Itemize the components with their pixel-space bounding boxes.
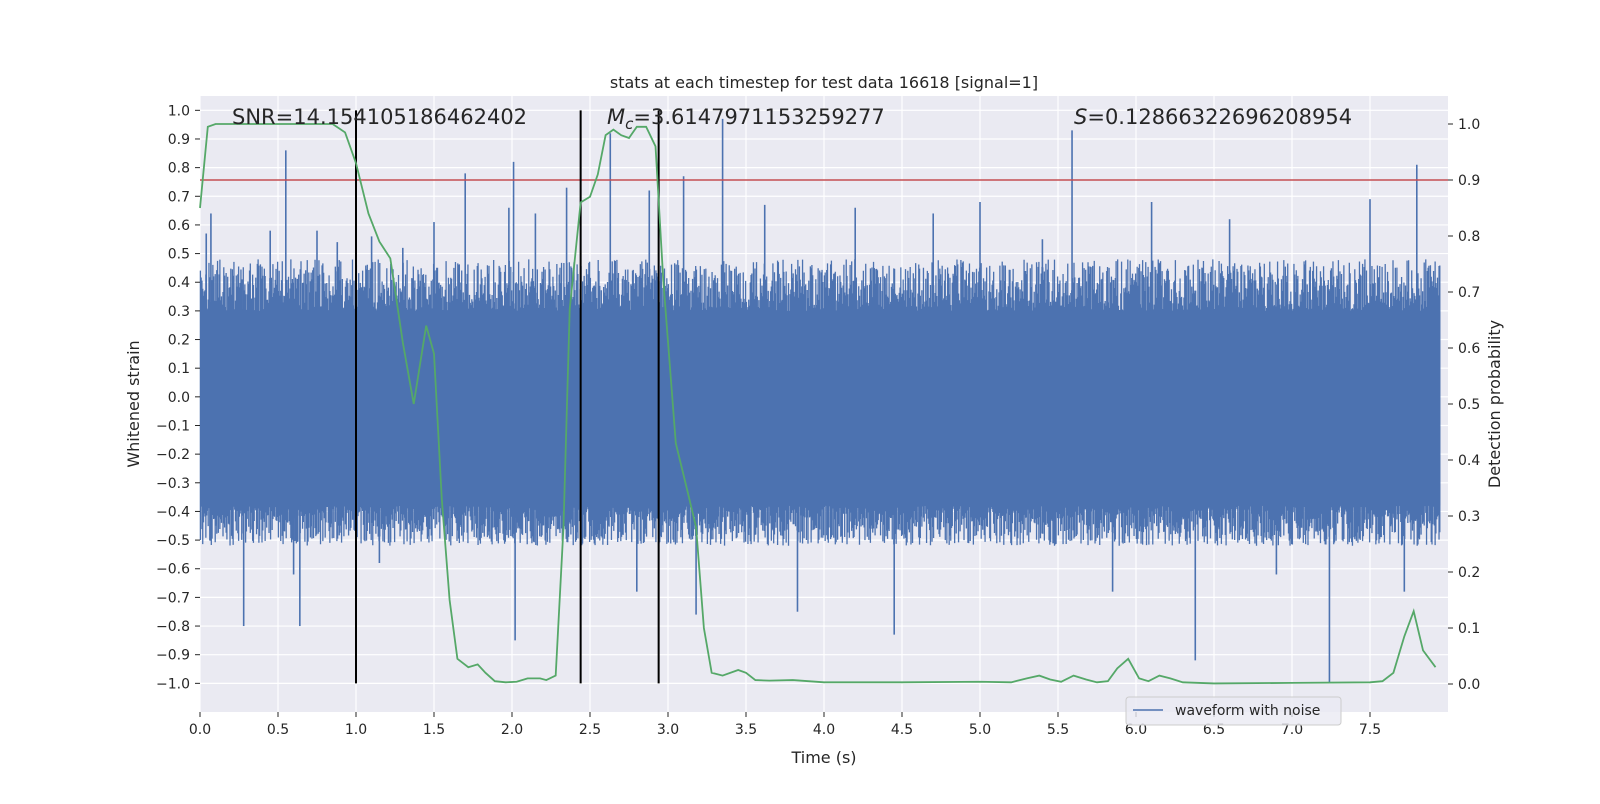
x-axis-title: Time (s) bbox=[790, 748, 856, 767]
y-left-tick-label-20: 1.0 bbox=[168, 103, 190, 119]
y-right-tick-label-4: 0.4 bbox=[1458, 453, 1480, 469]
x-tick-label-10: 5.0 bbox=[969, 722, 991, 738]
s-annotation: S=0.12866322696208954 bbox=[1074, 105, 1352, 129]
chirp-mass-annotation: Mc=3.6147971153259277 bbox=[607, 105, 885, 133]
detection-probability-line bbox=[199, 123, 1437, 685]
chart-title: stats at each timestep for test data 166… bbox=[610, 73, 1038, 92]
y-right-tick-label-8: 0.8 bbox=[1458, 229, 1480, 245]
y-left-tick-label-11: 0.1 bbox=[168, 361, 190, 377]
y-left-tick-label-19: 0.9 bbox=[168, 132, 190, 148]
right-y-axis-title: Detection probability bbox=[1485, 320, 1504, 488]
y-right-tick-label-6: 0.6 bbox=[1458, 341, 1480, 357]
snr-annotation: SNR=14.154105186462402 bbox=[232, 105, 527, 129]
legend: waveform with noise bbox=[1125, 696, 1342, 726]
waveform-layer bbox=[199, 118, 1441, 684]
legend-label-waveform: waveform with noise bbox=[1175, 703, 1320, 719]
x-axis: 0.0 0.5 1.0 1.5 2.0 2.5 3.0 3.5 4.0 4.5 5.0 5.5 6.0 6… bbox=[189, 712, 1381, 738]
y-left-tick-label-12: 0.2 bbox=[168, 333, 190, 349]
s-symbol: S bbox=[1074, 105, 1087, 129]
y-left-tick-label-4: −0.6 bbox=[156, 562, 190, 578]
y-right-tick-label-10: 1.0 bbox=[1458, 117, 1480, 133]
y-right-tick-label-5: 0.5 bbox=[1458, 397, 1480, 413]
y-left-tick-label-18: 0.8 bbox=[168, 161, 190, 177]
x-tick-label-11: 5.5 bbox=[1047, 722, 1069, 738]
overlay-layer bbox=[199, 110, 1448, 685]
s-value: =0.12866322696208954 bbox=[1087, 105, 1352, 129]
y-right-tick-label-0: 0.0 bbox=[1458, 677, 1480, 693]
waveform-core bbox=[200, 310, 1441, 506]
left-y-axis-title: Whitened strain bbox=[124, 340, 143, 467]
y-left-tick-label-6: −0.4 bbox=[156, 504, 190, 520]
y-left-tick-label-16: 0.6 bbox=[168, 218, 190, 234]
x-tick-label-14: 7.0 bbox=[1281, 722, 1303, 738]
y-left-tick-label-2: −0.8 bbox=[156, 619, 190, 635]
x-tick-label-0: 0.0 bbox=[189, 722, 211, 738]
x-tick-label-7: 3.5 bbox=[735, 722, 757, 738]
x-tick-label-8: 4.0 bbox=[813, 722, 835, 738]
x-tick-label-6: 3.0 bbox=[657, 722, 679, 738]
x-tick-label-2: 1.0 bbox=[345, 722, 367, 738]
x-tick-label-1: 0.5 bbox=[267, 722, 289, 738]
x-tick-label-9: 4.5 bbox=[891, 722, 913, 738]
y-left-tick-label-9: −0.1 bbox=[156, 418, 190, 434]
x-tick-label-13: 6.5 bbox=[1203, 722, 1225, 738]
y-left-tick-label-5: −0.5 bbox=[156, 533, 190, 549]
y-left-tick-label-7: −0.3 bbox=[156, 476, 190, 492]
y-right-tick-label-2: 0.2 bbox=[1458, 565, 1480, 581]
x-tick-label-4: 2.0 bbox=[501, 722, 523, 738]
chirp-mass-value: =3.6147971153259277 bbox=[633, 105, 884, 129]
left-y-axis: −1.0 −0.9 −0.8 −0.7 −0.6 −0.5 −0.4 −0.3 −0.2 −0.1… bbox=[156, 103, 200, 692]
chirp-mass-subscript: c bbox=[625, 115, 634, 133]
x-tick-label-5: 2.5 bbox=[579, 722, 601, 738]
y-left-tick-label-17: 0.7 bbox=[168, 189, 190, 205]
y-left-tick-label-10: 0.0 bbox=[168, 390, 190, 406]
x-tick-label-15: 7.5 bbox=[1359, 722, 1381, 738]
y-right-tick-label-9: 0.9 bbox=[1458, 173, 1480, 189]
x-tick-label-12: 6.0 bbox=[1125, 722, 1147, 738]
y-left-tick-label-0: −1.0 bbox=[156, 676, 190, 692]
y-right-tick-label-1: 0.1 bbox=[1458, 621, 1480, 637]
right-y-axis: 0.0 0.1 0.2 0.3 0.4 0.5 0.6 0.7 0.8 0.9 1.0 bbox=[1448, 117, 1480, 693]
y-left-tick-label-15: 0.5 bbox=[168, 247, 190, 263]
y-left-tick-label-1: −0.9 bbox=[156, 648, 190, 664]
y-right-tick-label-3: 0.3 bbox=[1458, 509, 1480, 525]
y-right-tick-label-7: 0.7 bbox=[1458, 285, 1480, 301]
y-left-tick-label-8: −0.2 bbox=[156, 447, 190, 463]
y-left-tick-label-13: 0.3 bbox=[168, 304, 190, 320]
y-left-tick-label-14: 0.4 bbox=[168, 275, 190, 291]
chirp-mass-symbol: M bbox=[607, 105, 625, 129]
x-tick-label-3: 1.5 bbox=[423, 722, 445, 738]
legend-box bbox=[1125, 696, 1342, 726]
y-left-tick-label-3: −0.7 bbox=[156, 590, 190, 606]
